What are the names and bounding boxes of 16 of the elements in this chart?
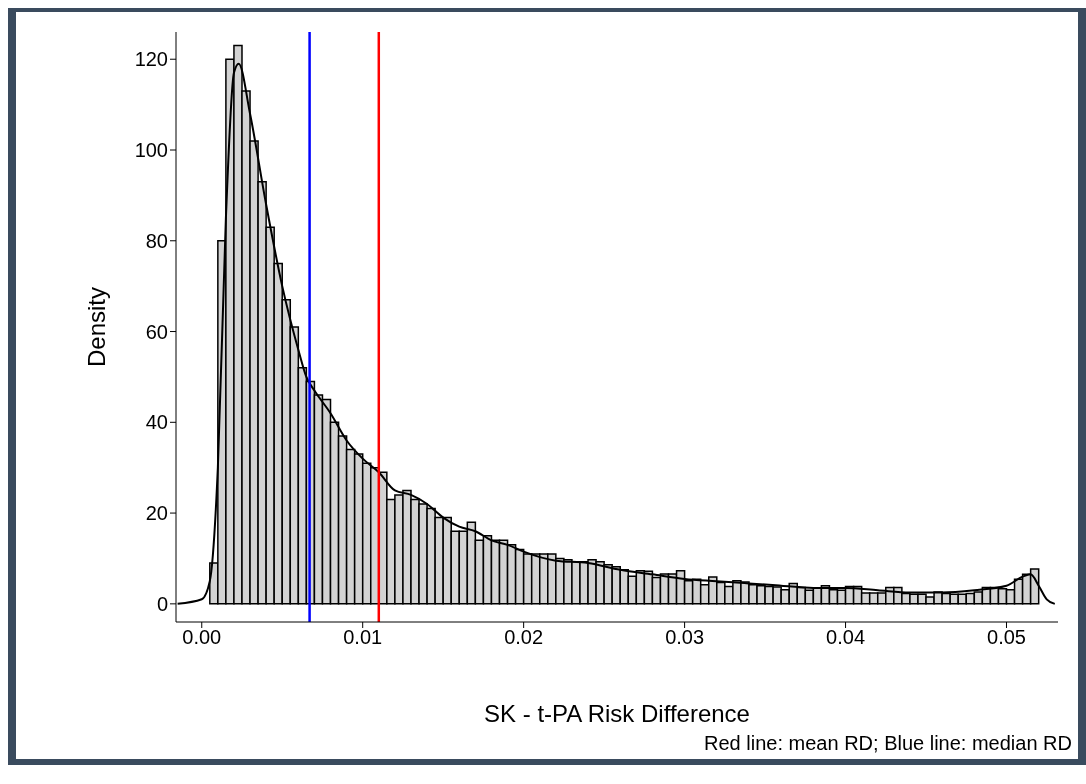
x-tick-label: 0.02	[504, 626, 544, 649]
y-tick-label: 40	[145, 411, 168, 434]
x-tick-label: 0.01	[343, 626, 383, 649]
text: Red line: mean RD; Blue line: median RD	[703, 732, 1072, 755]
x-tick-label: 0.00	[182, 626, 222, 649]
x-tick-label: 0.05	[987, 626, 1026, 649]
y-tick-label: 0	[156, 592, 168, 615]
y-tick-label: 80	[145, 229, 168, 252]
y-tick-label: 120	[134, 48, 168, 71]
y-axis-title: Density	[82, 286, 110, 368]
x-tick-label: 0.03	[665, 626, 705, 649]
y-tick-label: 20	[145, 502, 168, 525]
x-tick-label: 0.04	[826, 626, 866, 649]
y-tick-label: 60	[145, 320, 168, 343]
x-axis-title: SK - t-PA Risk Difference	[484, 700, 750, 727]
y-tick-label: 100	[134, 139, 168, 162]
